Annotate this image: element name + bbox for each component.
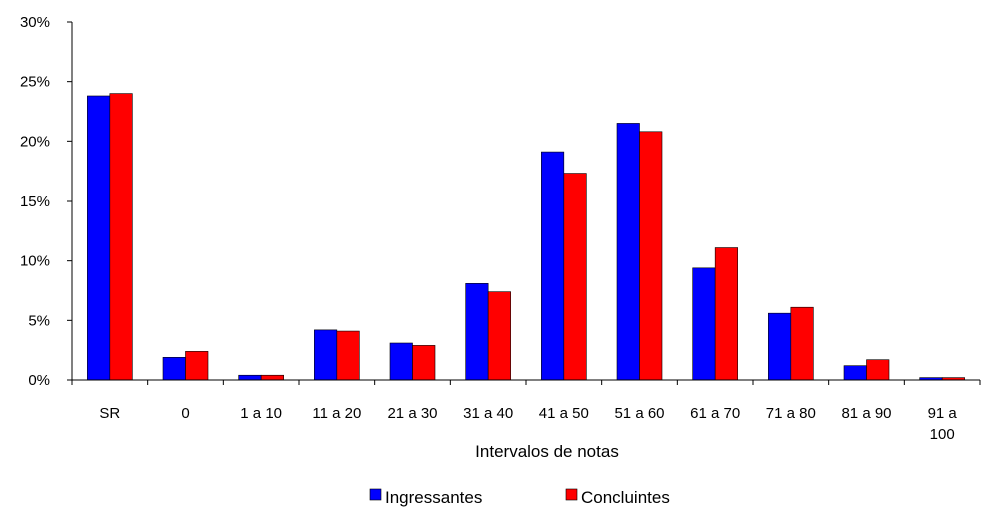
bar-ingressantes [314, 329, 338, 381]
bar-concluintes [336, 330, 360, 381]
bar-concluintes [412, 345, 436, 381]
x-tick-label: 0 [181, 405, 189, 422]
x-tick-label: 91 a 100 [928, 405, 958, 443]
x-tick-label: 81 a 90 [841, 405, 891, 422]
y-tick-label: 25% [20, 74, 50, 91]
legend-label-ingressantes: Ingressantes [385, 488, 482, 507]
bar-ingressantes [465, 283, 489, 381]
x-tick-label: 1 a 10 [240, 405, 282, 422]
bar-concluintes [563, 173, 587, 381]
y-tick-label: 0% [28, 372, 50, 389]
legend-swatch-ingressantes [369, 488, 382, 501]
y-tick-label: 20% [20, 133, 50, 150]
bar-ingressantes [541, 151, 565, 381]
x-tick-label: 51 a 60 [614, 405, 664, 422]
bar-concluintes [866, 359, 890, 381]
legend: Ingressantes Concluintes [369, 488, 670, 507]
x-axis-title: Intervalos de notas [475, 442, 619, 461]
bar-concluintes [260, 374, 284, 381]
bar-concluintes [714, 247, 738, 381]
x-axis: SR 0 1 a 10 11 a 20 21 a 30 31 a 40 41 a 50 51 … [71, 379, 981, 443]
legend-swatch-concluintes [565, 488, 578, 501]
bar-ingressantes [616, 123, 640, 381]
x-tick-label: 41 a 50 [539, 405, 589, 422]
bar-concluintes [487, 291, 511, 381]
x-tick-label: 31 a 40 [463, 405, 513, 422]
y-tick-label: 30% [20, 14, 50, 31]
bar-ingressantes [768, 312, 792, 381]
x-tick-label: 61 a 70 [690, 405, 740, 422]
bar-ingressantes [692, 267, 716, 381]
bar-ingressantes [238, 374, 262, 381]
x-tick-label: 11 a 20 [312, 405, 361, 422]
x-tick-label: SR [99, 405, 120, 422]
y-tick-label: 10% [20, 253, 50, 270]
bar-ingressantes [389, 342, 413, 381]
plot-area [87, 93, 965, 381]
bar-concluintes [185, 351, 209, 381]
legend-label-concluintes: Concluintes [581, 488, 670, 507]
bar-ingressantes [87, 95, 111, 381]
y-tick-label: 15% [20, 193, 50, 210]
bar-ingressantes [843, 365, 867, 381]
bar-concluintes [639, 131, 663, 381]
bar-concluintes [109, 93, 133, 381]
bar-ingressantes [162, 357, 186, 381]
bar-concluintes [790, 306, 814, 381]
x-tick-label: 21 a 30 [387, 405, 437, 422]
y-tick-label: 5% [28, 312, 50, 329]
x-tick-label: 71 a 80 [766, 405, 816, 422]
y-axis: 0% 5% 10% 15% 20% 25% 30% [20, 14, 73, 389]
